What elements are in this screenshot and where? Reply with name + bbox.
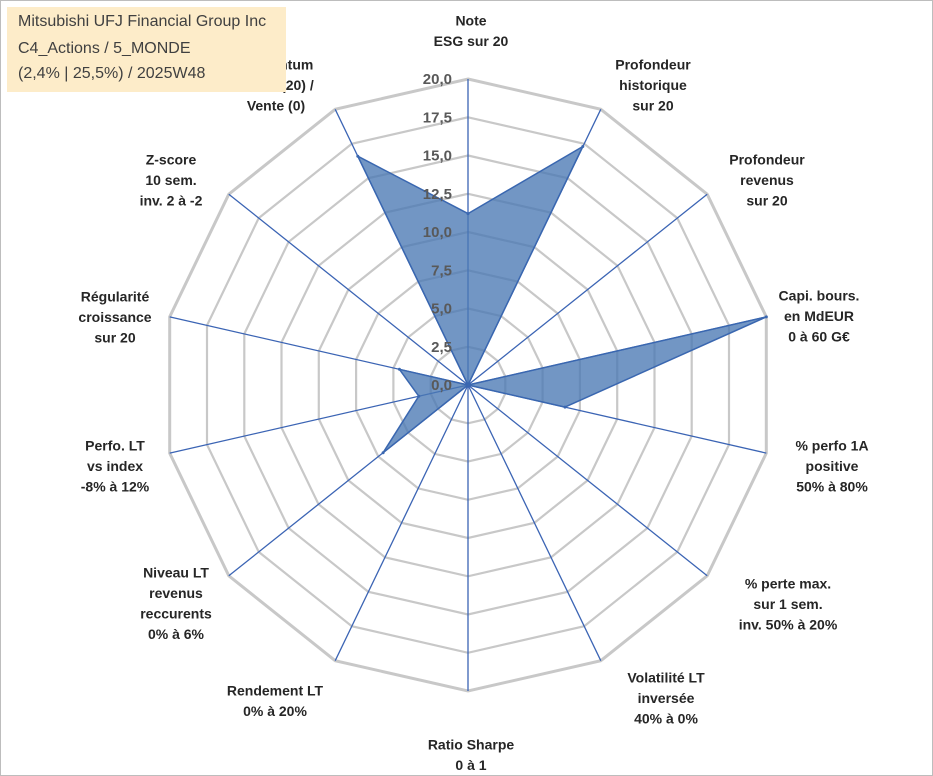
axis-label-1-line-1: historique [619, 77, 687, 93]
axis-label-7-line-1: 0 à 1 [455, 757, 486, 773]
axis-label-2-line-2: sur 20 [746, 192, 787, 208]
axis-label-5-line-1: sur 1 sem. [753, 596, 822, 612]
period-stats: (2,4% | 25,5%) / 2025W48 [18, 65, 206, 82]
axis-spoke-8 [334, 384, 469, 661]
tick-label-2: 5,0 [431, 301, 452, 318]
axis-label-10-line-2: -8% à 12% [81, 478, 150, 494]
axis-label-6-line-2: 40% à 0% [634, 710, 698, 726]
axis-label-4-line-2: 50% à 80% [796, 478, 868, 494]
security-name: Mitsubishi UFJ Financial Group Inc [18, 13, 267, 30]
series-point-12 [466, 383, 470, 387]
series-point-3 [764, 315, 768, 319]
tick-layer: 0,0 2,5 5,0 7,5 10,0 12,5 15,0 17,5 20,0 [423, 71, 452, 394]
axis-label-6-line-1: inversée [638, 690, 695, 706]
tick-label-7: 17,5 [423, 109, 452, 126]
series-point-11 [397, 367, 401, 371]
axis-label-3-line-2: 0 à 60 G€ [788, 328, 850, 344]
series-point-4 [563, 405, 567, 409]
axis-label-4-line-1: positive [806, 458, 859, 474]
tick-label-4: 10,0 [423, 224, 452, 241]
portfolio-category: C4_Actions / 5_MONDE [18, 40, 191, 57]
series-point-1 [581, 145, 585, 148]
series-area [357, 145, 768, 454]
axis-label-11-line-2: sur 20 [94, 329, 135, 345]
axis-label-4-line-0: % perfo 1A [795, 437, 868, 453]
axis-label-10-line-1: vs index [87, 458, 143, 474]
axis-label-0-line-1: ESG sur 20 [434, 33, 509, 49]
axis-label-9-line-3: 0% à 6% [148, 626, 205, 642]
tick-label-5: 12,5 [423, 186, 452, 203]
tick-label-6: 15,0 [423, 148, 452, 165]
series-point-10 [417, 394, 421, 398]
axis-spoke-2 [467, 193, 708, 386]
axis-label-10-line-0: Perfo. LT [85, 437, 145, 453]
axis-label-3-line-0: Capi. bours. [779, 287, 860, 303]
axis-label-2-line-1: revenus [740, 172, 794, 188]
series-layer [356, 145, 768, 455]
tick-label-8: 20,0 [423, 71, 452, 88]
series-point-13 [356, 154, 360, 158]
axis-label-8-line-0: Rendement LT [227, 682, 324, 698]
axis-label-0-line-0: Note [455, 12, 486, 28]
series-point-9 [381, 451, 385, 455]
axis-label-11-line-1: croissance [78, 309, 151, 325]
axis-label-3-line-1: en MdEUR [784, 308, 854, 324]
axis-label-12-line-1: 10 sem. [145, 172, 196, 188]
tick-label-0: 0,0 [431, 377, 452, 394]
axis-spoke-6 [467, 384, 602, 661]
tick-label-3: 7,5 [431, 262, 452, 279]
axis-label-11-line-0: Régularité [81, 288, 150, 304]
axis-label-6-line-0: Volatilité LT [627, 669, 705, 685]
axis-label-9-line-0: Niveau LT [143, 564, 209, 580]
axis-label-8-line-1: 0% à 20% [243, 703, 307, 719]
axis-label-7-line-0: Ratio Sharpe [428, 736, 515, 752]
security-info-box: Mitsubishi UFJ Financial Group Inc C4_Ac… [7, 7, 286, 92]
axis-spoke-12 [228, 193, 469, 386]
axis-spoke-5 [467, 384, 708, 577]
axis-label-1-line-2: sur 20 [632, 97, 673, 113]
axis-label-5-line-2: inv. 50% à 20% [739, 616, 838, 632]
tick-label-1: 2,5 [431, 339, 452, 356]
label-layer: Note ESG sur 20 Profondeur historique sur 20… [78, 12, 868, 773]
axis-label-9-line-2: reccurents [140, 605, 212, 621]
axis-label-1-line-0: Profondeur [615, 56, 691, 72]
axis-label-9-line-1: revenus [149, 585, 203, 601]
axis-label-13-line-2: Vente (0) [247, 97, 305, 113]
axis-label-12-line-0: Z-score [146, 151, 197, 167]
series-point-0 [466, 212, 470, 216]
axis-label-5-line-0: % perte max. [745, 575, 831, 591]
axis-label-2-line-0: Profondeur [729, 151, 805, 167]
axis-label-12-line-2: inv. 2 à -2 [140, 192, 203, 208]
